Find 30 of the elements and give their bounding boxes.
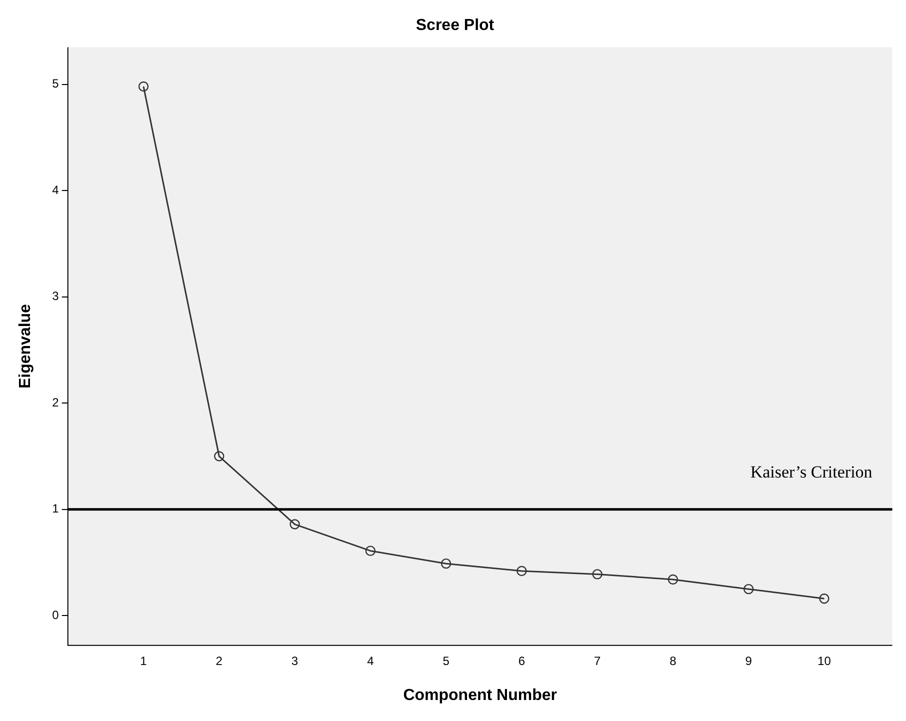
y-tick-label: 0 [52, 608, 60, 622]
y-tick-label: 2 [52, 395, 60, 410]
chart-title: Scree Plot [416, 17, 495, 34]
x-tick-label: 1 [140, 654, 148, 668]
y-axis-title: Eigenvalue [17, 304, 34, 389]
x-tick-label: 4 [367, 654, 374, 668]
point [819, 594, 830, 604]
point [516, 566, 527, 576]
x-tick-label: 8 [670, 654, 677, 668]
x-tick-label: 5 [442, 654, 450, 668]
y-tick-label: 4 [52, 182, 60, 197]
point [138, 81, 149, 92]
x-tick-label: 6 [518, 654, 526, 668]
x-tick-label: 2 [216, 654, 223, 668]
y-tick-label: 1 [52, 502, 60, 516]
x-tick-label: 10 [818, 654, 832, 668]
point [668, 574, 678, 585]
x-tick-label: 9 [745, 654, 752, 668]
point [592, 569, 602, 580]
point [440, 558, 452, 569]
ref-line-label: Kaiser’s Criterion [750, 462, 873, 482]
point [290, 519, 300, 530]
point [214, 451, 224, 462]
y-tick-label: 5 [52, 76, 60, 91]
point [365, 546, 376, 556]
x-tick-label: 7 [594, 654, 601, 668]
x-tick-label: 3 [291, 654, 298, 668]
x-axis-title: Component Number [403, 686, 557, 704]
y-tick-label: 3 [52, 289, 60, 304]
point [743, 584, 754, 594]
